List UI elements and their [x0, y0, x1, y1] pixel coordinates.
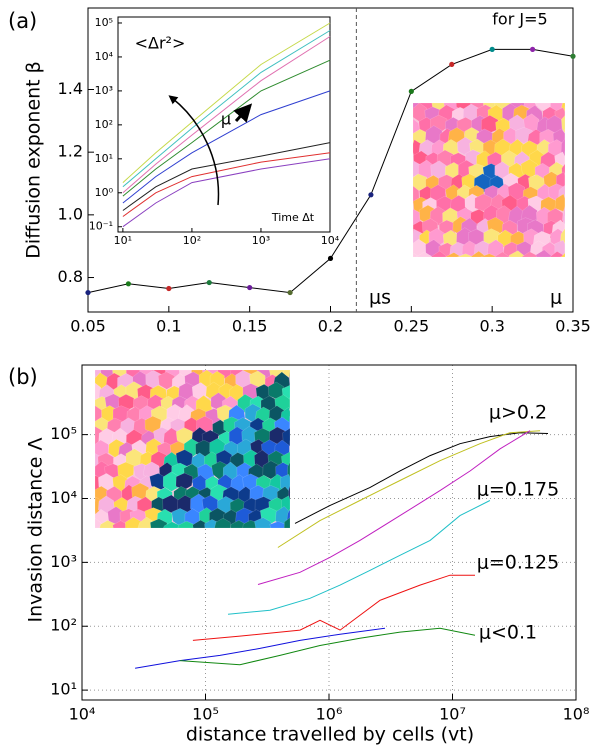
annotation: μ=0.175	[477, 479, 559, 501]
x-tick-label: 0.05	[70, 317, 106, 336]
annotation: μ=0.125	[477, 552, 559, 574]
x-tick-label: 0.25	[394, 317, 430, 336]
cell	[560, 252, 566, 258]
x-tick-label: 10⁸	[563, 705, 590, 724]
x-tick-label: 10²	[183, 234, 201, 247]
series-line	[122, 152, 331, 217]
data-point	[489, 46, 495, 52]
x-tick-label: 10⁶	[316, 705, 343, 724]
series-line	[122, 59, 331, 197]
y-tick-label: 0.8	[58, 267, 83, 286]
x-tick-label: 10⁷	[439, 705, 466, 724]
series-line	[122, 30, 331, 188]
data-point	[449, 61, 455, 68]
cell-image	[412, 102, 566, 258]
x-axis-label: distance travelled by cells (vt)	[186, 724, 474, 746]
data-point	[166, 285, 172, 292]
annotation: μ	[221, 110, 231, 129]
arrow	[233, 103, 253, 123]
cell	[214, 517, 232, 529]
cell-image	[94, 369, 291, 529]
annotation: μ>0.2	[489, 402, 547, 424]
y-tick-label: 1.4	[58, 79, 83, 98]
y-tick-label: 10³	[95, 84, 113, 97]
y-tick-label: 10⁵	[95, 16, 113, 29]
series-line	[227, 500, 491, 615]
data-point	[85, 289, 91, 296]
y-tick-label: 1.0	[58, 204, 83, 223]
cell	[474, 193, 493, 212]
y-axis-label: Invasion distance Λ	[25, 438, 47, 623]
x-tick-label: 0.3	[479, 317, 504, 336]
series-line	[277, 430, 541, 548]
inset-chart: 10¹ 10² 10³ 10⁴ 10⁻¹ 10⁰ 10¹ 10² 10³ 10⁴ 10⁵	[89, 16, 340, 247]
annotation: μ<0.1	[479, 622, 537, 644]
cell	[254, 517, 272, 529]
data-point	[368, 192, 374, 198]
panel-label: (b)	[8, 365, 38, 389]
annotation: for J=5	[492, 10, 547, 29]
data-point	[529, 46, 536, 52]
y-tick-label: 10⁵	[50, 424, 77, 443]
cell	[535, 249, 553, 258]
y-tick-label: 10⁻¹	[89, 220, 113, 233]
annotation: μs	[369, 287, 391, 309]
plot-frame	[81, 364, 577, 701]
plot-frame	[117, 16, 331, 233]
x-tick-label: 0.35	[555, 317, 591, 336]
cell	[157, 371, 175, 390]
x-tick-label: 10¹	[114, 234, 132, 247]
data-point	[287, 289, 293, 296]
y-tick-label: 10⁰	[95, 186, 114, 199]
cell	[560, 137, 566, 158]
series-line	[122, 36, 331, 194]
cell	[150, 518, 168, 529]
annotation: Time Δt	[271, 211, 315, 224]
x-tick-label: 10³	[252, 234, 270, 247]
annotation: μ	[550, 287, 562, 309]
series-line	[122, 142, 331, 211]
data-point	[327, 255, 334, 262]
x-tick-label: 0.1	[156, 317, 181, 336]
plot-area	[118, 17, 330, 232]
panel-label: (a)	[8, 9, 37, 33]
x-tick-label: 10⁴	[69, 705, 96, 724]
annotation: <Δr²>	[135, 34, 186, 53]
data-point	[247, 284, 253, 291]
cell	[561, 114, 566, 135]
series-line	[179, 627, 476, 666]
data-point	[125, 281, 132, 287]
series-line	[294, 432, 549, 524]
y-tick-label: 10²	[50, 616, 77, 635]
arrow	[168, 95, 220, 206]
x-tick-label: 10⁵	[192, 705, 219, 724]
series-line	[257, 430, 531, 585]
data-point	[570, 53, 576, 59]
plot-frame	[87, 7, 574, 313]
y-tick-label: 10¹	[95, 152, 113, 165]
series-line	[122, 22, 331, 183]
y-tick-label: 1.2	[58, 142, 83, 161]
series-line	[122, 158, 331, 228]
cell	[283, 517, 291, 529]
y-tick-label: 10⁴	[50, 488, 77, 507]
x-tick-label: 10⁴	[321, 234, 340, 247]
cell	[289, 415, 291, 435]
cell	[561, 102, 566, 113]
x-tick-label: 0.2	[318, 317, 343, 336]
x-tick-label: 0.15	[232, 317, 268, 336]
y-tick-label: 10³	[50, 552, 77, 571]
y-tick-label: 10¹	[50, 680, 77, 699]
series-line	[192, 574, 475, 641]
data-point	[408, 88, 414, 94]
y-tick-label: 10⁴	[95, 50, 114, 63]
data-point	[206, 279, 212, 286]
y-tick-label: 10²	[95, 118, 113, 131]
y-axis-label: Diffusion exponent β	[23, 61, 45, 259]
series-line	[122, 90, 331, 204]
